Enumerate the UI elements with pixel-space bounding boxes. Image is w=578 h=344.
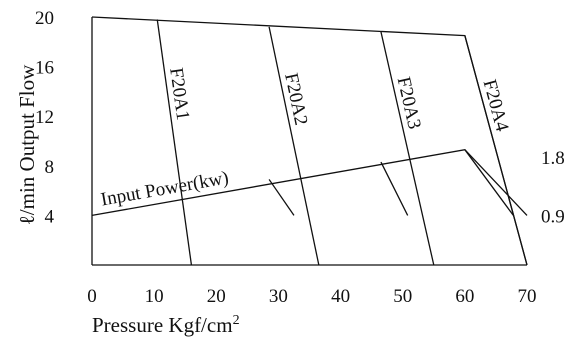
flow-curve-f20a3 <box>380 31 435 266</box>
right-tick-label: 0.9 <box>541 206 565 227</box>
x-tick-label: 20 <box>207 286 226 307</box>
flow-curve-f20a1 <box>156 19 193 266</box>
y-axis-label: ℓ/min Output Flow <box>15 64 39 225</box>
right-tick-label: 1.8 <box>541 148 565 169</box>
x-tick-label: 0 <box>87 286 97 307</box>
y-tick-label: 4 <box>45 206 55 227</box>
x-tick-label: 60 <box>455 286 474 307</box>
flow-curve-f20a2 <box>268 26 320 266</box>
input-power-label: Input Power(kw) <box>99 167 230 210</box>
x-axis-label-group: Pressure Kgf/cm2 <box>92 313 240 337</box>
x-tick-label: 30 <box>269 286 288 307</box>
y-tick-label: 20 <box>35 8 54 29</box>
x-tick-label: 50 <box>393 286 412 307</box>
x-axis-label: Pressure Kgf/cm <box>92 313 233 337</box>
x-tick-label: 70 <box>518 286 537 307</box>
flow-curve-f20a4 <box>464 35 528 266</box>
output-flow-envelope <box>91 16 528 266</box>
curve-label-f20a1: F20A1 <box>165 66 193 121</box>
power-drop-2 <box>380 161 409 216</box>
y-tick-label: 8 <box>45 157 55 178</box>
curve-label-f20a2: F20A2 <box>280 71 311 127</box>
x-tick-label: 10 <box>145 286 164 307</box>
y-tick-label: 16 <box>35 58 54 79</box>
y-tick-label: 12 <box>35 107 54 128</box>
power-drop-1 <box>268 179 295 216</box>
x-tick-label: 40 <box>331 286 350 307</box>
power-drop-3 <box>464 149 514 216</box>
x-axis-label-superscript: 2 <box>233 313 240 328</box>
